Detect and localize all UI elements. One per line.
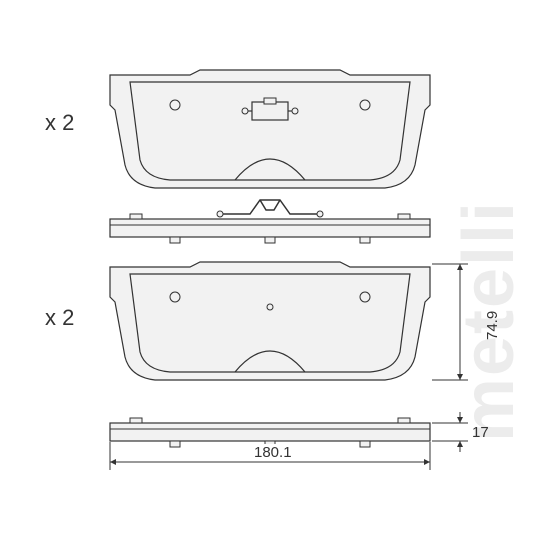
qty-top: x 2 <box>45 110 74 136</box>
diagram-canvas: metelli <box>0 0 540 540</box>
dim-thickness-label: 17 <box>472 424 489 441</box>
dim-width-label: 180.1 <box>250 444 296 461</box>
qty-bottom: x 2 <box>45 305 74 331</box>
dim-height-label: 74.9 <box>484 311 501 340</box>
spring-clip <box>217 200 323 217</box>
top-pad-face <box>110 70 430 188</box>
top-pad-side <box>110 214 430 243</box>
bottom-pad-side <box>110 418 430 447</box>
bottom-pad-face <box>110 262 430 380</box>
